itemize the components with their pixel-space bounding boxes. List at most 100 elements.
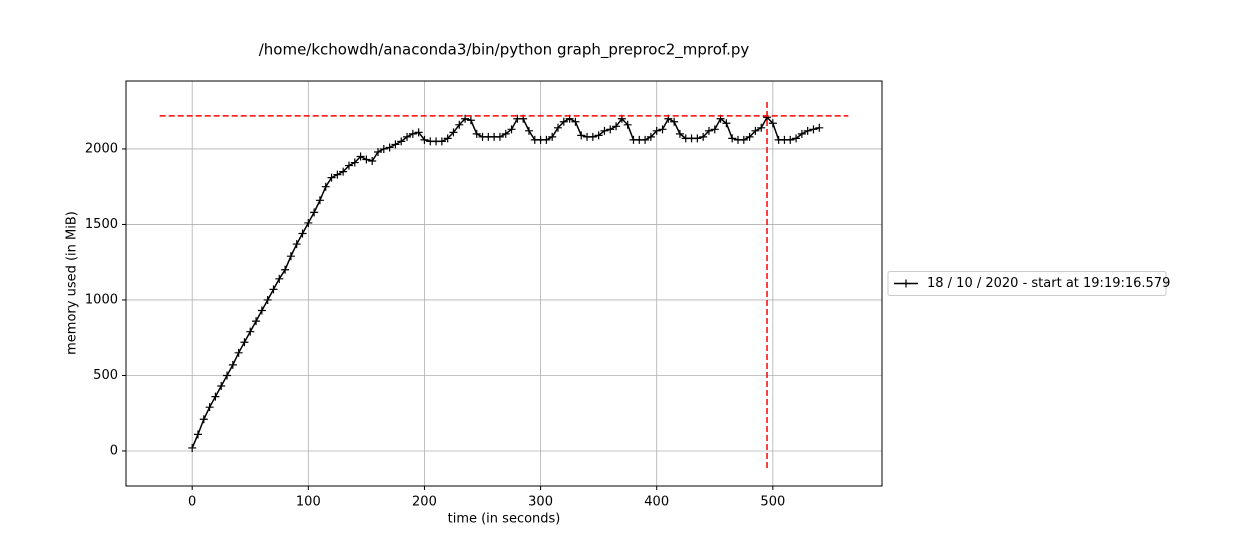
marker [403,132,412,141]
marker [356,152,365,161]
marker [675,129,684,138]
marker [327,173,336,182]
marker [211,392,220,401]
marker [501,129,510,138]
marker [548,132,557,141]
marker [420,135,429,144]
marker [298,229,307,238]
y-tick-label: 1000 [85,292,118,307]
marker [472,129,481,138]
marker [554,123,562,132]
marker [205,403,214,412]
marker [495,132,504,141]
marker [786,135,795,144]
marker [188,443,197,452]
marker [751,126,760,135]
marker [362,155,371,164]
marker [269,285,278,294]
marker [652,126,661,135]
marker [275,274,284,283]
marker [455,120,464,129]
marker [379,144,388,153]
marker [588,132,597,141]
legend-box [887,271,1167,296]
chart-title: /home/kchowdh/anaconda3/bin/python graph… [259,41,750,60]
marker [461,114,470,123]
marker [443,134,452,143]
marker [194,430,202,439]
x-axis-label: time (in seconds) [448,512,561,527]
plot-frame [125,80,883,487]
legend-label: 18 / 10 / 2020 - start at 19:19:16.579 [927,276,1170,291]
marker [815,123,824,132]
marker [199,415,208,424]
marker [344,161,353,170]
marker [368,157,377,166]
marker [670,117,679,126]
x-tick-label: 100 [296,495,321,510]
y-tick-label: 0 [110,443,118,458]
marker [321,182,330,191]
marker [252,317,261,326]
marker [722,119,731,128]
marker [437,137,446,146]
marker [257,306,266,315]
marker [315,196,324,205]
y-tick-label: 500 [93,368,118,383]
marker [646,132,655,141]
y-axis-label: memory used (in MiB) [65,211,80,355]
marker [292,240,301,249]
marker [333,170,342,179]
marker [768,119,777,128]
marker [728,134,737,143]
marker [385,143,394,152]
marker [310,208,319,217]
marker [223,371,232,380]
y-tick-label: 1500 [85,217,118,232]
marker [803,126,812,135]
marker [217,382,226,391]
marker [304,218,313,227]
marker [600,126,609,135]
marker [704,126,713,135]
marker [571,117,580,126]
marker [739,135,748,144]
marker [542,135,551,144]
marker [797,129,806,138]
marker [641,135,650,144]
marker [710,125,719,134]
marker [397,137,406,146]
marker [281,265,290,274]
marker [577,131,586,140]
marker [693,134,702,143]
marker [658,125,667,134]
marker [391,140,400,149]
y-tick-label: 2000 [85,141,118,156]
marker [606,125,615,134]
marker [809,125,818,134]
marker [286,252,295,261]
x-tick-label: 500 [760,495,785,510]
x-tick-label: 0 [188,495,196,510]
marker [228,360,237,369]
marker [240,338,249,347]
marker [594,131,603,140]
marker [623,120,632,129]
legend-marker [902,279,910,288]
marker [507,125,516,134]
marker [757,123,766,132]
x-tick-label: 400 [644,495,669,510]
marker [263,295,272,304]
x-tick-label: 300 [528,495,553,510]
marker [408,129,417,138]
marker [234,348,243,357]
marker [449,128,458,137]
marker [524,126,533,135]
marker [414,128,423,137]
marker [745,132,754,141]
marker [246,327,255,336]
marker [559,117,568,126]
marker [374,147,382,156]
